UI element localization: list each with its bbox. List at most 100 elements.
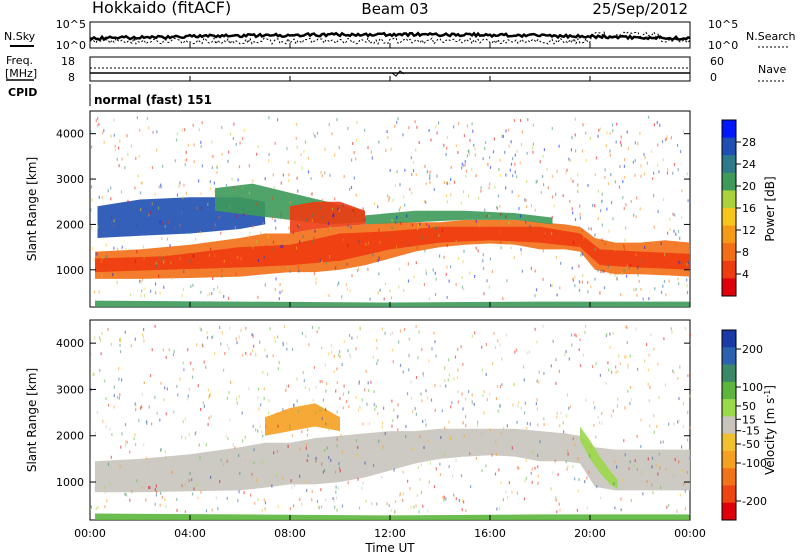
- power-speckle: [287, 265, 289, 269]
- velocity-speckle: [465, 397, 467, 401]
- power-speckle: [519, 161, 521, 165]
- velocity-speckle: [291, 347, 294, 351]
- power-speckle: [399, 205, 401, 209]
- velocity-speckle: [252, 334, 254, 338]
- power-speckle: [579, 244, 581, 248]
- velocity-speckle: [118, 396, 120, 400]
- velocity-speckle: [658, 452, 660, 456]
- velocity-speckle: [543, 423, 545, 426]
- power-speckle: [367, 241, 370, 245]
- power-speckle: [136, 250, 138, 254]
- velocity-speckle: [674, 458, 676, 462]
- power-speckle: [458, 121, 460, 125]
- power-speckle: [403, 195, 405, 199]
- velocity-speckle: [362, 481, 364, 485]
- velocity-speckle: [495, 397, 498, 400]
- power-speckle: [256, 240, 258, 243]
- power-speckle: [643, 172, 646, 176]
- velocity-speckle: [595, 435, 597, 439]
- velocity-speckle: [361, 486, 363, 490]
- power-speckle: [445, 180, 448, 184]
- power-speckle: [280, 181, 282, 185]
- velocity-speckle: [320, 505, 323, 509]
- power-speckle: [657, 210, 659, 213]
- power-speckle: [139, 191, 142, 195]
- power-speckle: [154, 192, 156, 196]
- power-speckle: [463, 190, 465, 194]
- power-speckle: [526, 151, 528, 155]
- velocity-speckle: [514, 350, 516, 354]
- velocity-speckle: [529, 422, 531, 426]
- power-speckle: [648, 115, 650, 119]
- velocity-speckle: [495, 440, 497, 443]
- velocity-speckle: [627, 389, 629, 393]
- power-speckle: [500, 246, 502, 250]
- velocity-cb-label-2: 50: [742, 400, 756, 413]
- power-speckle: [500, 174, 502, 177]
- velocity-speckle: [646, 480, 648, 483]
- power-speckle: [461, 162, 463, 166]
- power-speckle: [532, 146, 534, 150]
- power-speckle: [415, 173, 417, 177]
- power-speckle: [525, 180, 528, 183]
- velocity-speckle: [274, 336, 276, 340]
- power-speckle: [518, 194, 520, 198]
- power-speckle: [519, 214, 522, 218]
- cpid-text: normal (fast) 151: [94, 93, 212, 107]
- velocity-speckle: [228, 391, 230, 395]
- velocity-speckle: [558, 502, 560, 506]
- velocity-speckle: [259, 424, 261, 428]
- power-speckle: [654, 287, 656, 291]
- power-speckle: [643, 152, 645, 156]
- velocity-speckle: [164, 498, 166, 501]
- power-speckle: [463, 134, 465, 138]
- velocity-speckle: [492, 362, 494, 365]
- power-speckle: [425, 200, 427, 204]
- velocity-speckle: [119, 343, 121, 347]
- power-speckle: [389, 289, 391, 293]
- velocity-speckle: [240, 328, 242, 332]
- power-speckle: [156, 130, 158, 134]
- velocity-speckle: [584, 480, 586, 484]
- velocity-speckle: [154, 395, 156, 399]
- power-speckle: [575, 149, 577, 153]
- velocity-speckle: [629, 385, 632, 389]
- power-speckle: [113, 219, 115, 223]
- power-speckle: [453, 180, 456, 184]
- power-speckle: [489, 155, 491, 159]
- velocity-speckle: [207, 423, 209, 426]
- power-speckle: [184, 163, 186, 167]
- power-speckle: [212, 155, 214, 158]
- velocity-speckle: [371, 502, 373, 506]
- velocity-speckle: [496, 507, 498, 511]
- power-speckle: [535, 288, 538, 292]
- power-speckle: [311, 213, 314, 217]
- velocity-speckle: [428, 480, 430, 484]
- power-speckle: [273, 185, 275, 189]
- power-bands: [90, 115, 690, 307]
- power-speckle: [151, 202, 153, 206]
- power-speckle: [468, 194, 470, 198]
- power-speckle: [295, 136, 297, 140]
- power-speckle: [414, 120, 416, 124]
- velocity-speckle: [282, 341, 284, 345]
- power-speckle: [664, 253, 666, 257]
- velocity-speckle: [176, 498, 178, 501]
- velocity-speckle: [633, 464, 635, 467]
- velocity-speckle: [276, 335, 279, 339]
- power-speckle: [187, 143, 189, 147]
- power-speckle: [606, 131, 608, 135]
- power-speckle: [498, 168, 500, 171]
- power-speckle: [486, 214, 488, 218]
- power-speckle: [424, 199, 426, 203]
- velocity-speckle: [582, 353, 585, 357]
- velocity-speckle: [410, 396, 413, 400]
- velocity-speckle: [208, 416, 210, 420]
- velocity-speckle: [124, 330, 126, 334]
- power-speckle: [475, 174, 477, 178]
- power-speckle: [674, 213, 676, 217]
- velocity-speckle: [321, 417, 323, 421]
- velocity-colorbar-label: Velocity [m s-1]: [763, 385, 777, 475]
- power-ytick-label-3: 4000: [56, 128, 84, 141]
- power-speckle: [347, 224, 349, 228]
